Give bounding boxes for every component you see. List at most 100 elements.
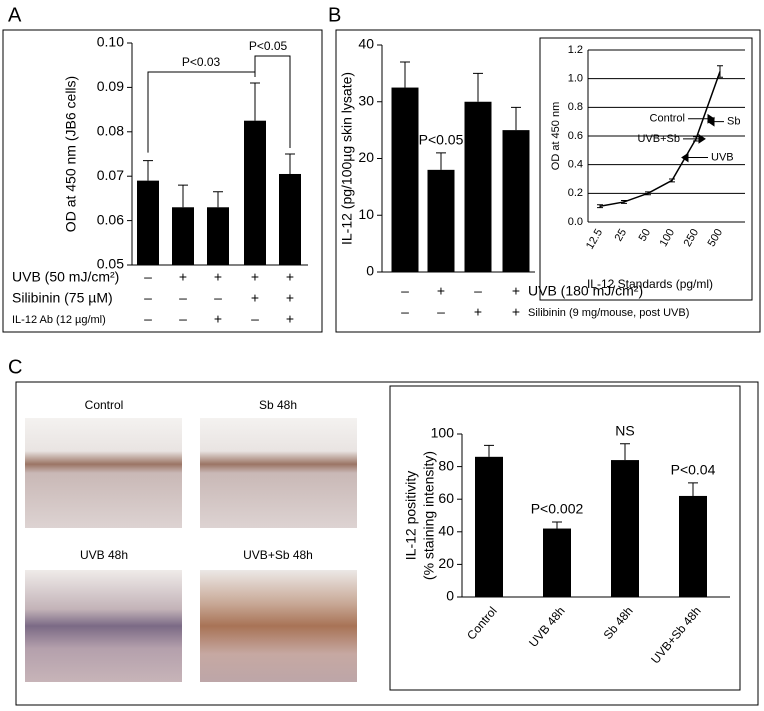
error-bar	[143, 160, 153, 181]
y-tick-label: 20	[358, 149, 374, 165]
marker-label: UVB+Sb	[638, 133, 681, 145]
y-axis-label: IL-12 (pg/100µg skin lysate)	[339, 72, 355, 245]
treatment-sign: –	[214, 290, 222, 306]
y-tick-label: 0.09	[97, 78, 124, 94]
treatment-label: UVB (180 mJ/cm²)	[528, 283, 643, 299]
micrograph-label: Sb 48h	[259, 398, 297, 412]
annotation: P<0.04	[671, 462, 716, 478]
treatment-sign: +	[251, 290, 259, 306]
bar	[172, 207, 194, 265]
error-bar	[473, 72, 483, 102]
y-axis-label: (% staining intensity)	[421, 451, 437, 580]
y-tick-label: 0.05	[97, 256, 124, 272]
y-tick-label: 80	[438, 457, 454, 473]
bar	[244, 120, 266, 265]
y-tick-label: 1.2	[568, 44, 583, 56]
x-tick-label: 100	[658, 227, 678, 249]
error-bar	[436, 152, 446, 170]
treatment-label: UVB (50 mJ/cm²)	[12, 269, 119, 285]
micrograph-label: Control	[85, 398, 124, 412]
panel-frame	[335, 29, 761, 333]
y-tick-label: 30	[358, 92, 374, 108]
treatment-sign: +	[512, 283, 520, 299]
bracket	[147, 71, 256, 153]
bar	[502, 130, 530, 272]
treatment-label: IL-12 Ab (12 µg/ml)	[12, 314, 106, 326]
treatment-sign: –	[179, 290, 187, 306]
error-bar	[620, 443, 630, 461]
y-tick-label: 40	[358, 36, 374, 52]
error-bar	[621, 200, 627, 204]
x-tick-label: UVB+Sb 48h	[648, 604, 704, 666]
x-tick-label: Control	[464, 604, 500, 643]
bar	[475, 456, 503, 597]
error-bar	[178, 184, 188, 208]
bar	[611, 460, 639, 597]
treatment-sign: +	[251, 269, 259, 285]
treatment-sign: –	[251, 311, 259, 327]
y-tick-label: 0.07	[97, 167, 124, 183]
marker-label: UVB	[711, 151, 734, 163]
inset-frame	[539, 37, 753, 301]
error-bar	[717, 65, 723, 78]
y-tick-label: 0.4	[568, 159, 583, 171]
y-tick-label: 0.08	[97, 123, 124, 139]
error-bar	[484, 444, 494, 457]
marker-arrow	[681, 152, 708, 163]
treatment-sign: +	[214, 311, 222, 327]
y-tick-label: 10	[358, 206, 374, 222]
y-tick-label: 0	[446, 588, 454, 604]
treatment-sign: +	[437, 283, 445, 299]
panel-frame	[2, 29, 323, 333]
error-bar	[552, 521, 562, 529]
treatment-sign: +	[179, 269, 187, 285]
annotation: P<0.03	[182, 55, 221, 69]
treatment-sign: +	[286, 311, 294, 327]
bracket	[254, 55, 291, 148]
y-axis-label: IL-12 positivity	[403, 471, 419, 560]
marker-arrow	[707, 116, 724, 127]
y-tick-label: 0	[366, 263, 374, 279]
bar	[279, 173, 301, 265]
x-tick-label: 500	[706, 227, 726, 249]
error-bar	[688, 482, 698, 496]
marker-label: Control	[650, 113, 685, 125]
y-tick-label: 0.0	[568, 216, 583, 228]
bar	[543, 528, 571, 597]
treatment-sign: +	[474, 304, 482, 320]
treatment-sign: +	[512, 304, 520, 320]
x-tick-label: Sb 48h	[601, 604, 636, 642]
panel-label: C	[8, 356, 22, 378]
chart-frame	[389, 385, 741, 691]
y-tick-label: 0.2	[568, 187, 583, 199]
micrograph-label: UVB 48h	[80, 548, 128, 562]
x-tick-label: 25	[613, 227, 630, 244]
marker-label: Sb	[727, 116, 740, 128]
micrograph	[200, 570, 357, 682]
bar	[137, 180, 159, 265]
treatment-sign: –	[437, 304, 445, 320]
y-tick-label: 1.0	[568, 73, 583, 85]
x-tick-label: 50	[637, 227, 654, 244]
error-bar	[511, 106, 521, 131]
y-tick-label: 40	[438, 523, 454, 539]
treatment-sign: –	[144, 269, 152, 285]
annotation: P<0.05	[249, 39, 288, 53]
micrograph-label: UVB+Sb 48h	[243, 548, 313, 562]
micrograph	[200, 418, 357, 528]
treatment-sign: –	[144, 311, 152, 327]
line	[599, 71, 721, 207]
panel-frame	[15, 381, 759, 706]
annotation: NS	[615, 422, 634, 438]
treatment-sign: +	[214, 269, 222, 285]
treatment-sign: –	[401, 283, 409, 299]
treatment-sign: –	[179, 311, 187, 327]
x-axis-label: IL-12 Standards (pg/ml)	[587, 277, 713, 291]
error-bar	[285, 153, 295, 174]
y-axis-label: OD at 450 nm	[550, 102, 562, 170]
y-axis-label: OD at 450 nm (JB6 cells)	[63, 76, 79, 232]
error-bar	[213, 191, 223, 208]
bar	[679, 495, 707, 597]
y-tick-label: 20	[438, 555, 454, 571]
